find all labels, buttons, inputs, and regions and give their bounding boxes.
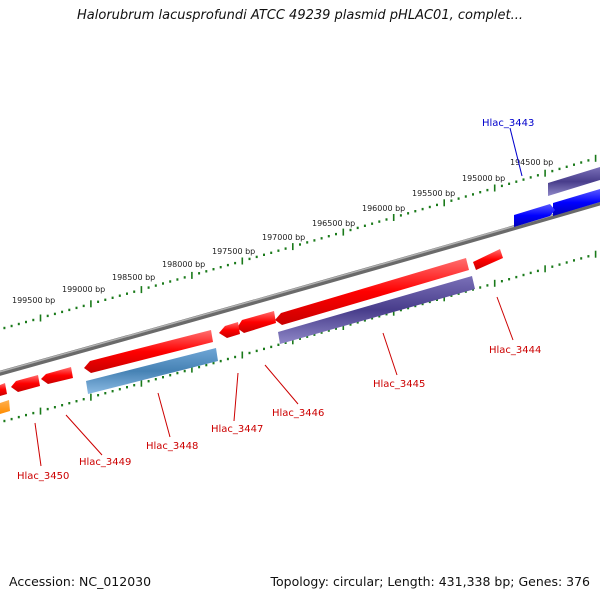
- gene-orange-edge[interactable]: [0, 400, 10, 414]
- leader-line: [34, 422, 42, 467]
- gene-hlac-3443[interactable]: [553, 189, 600, 216]
- gene-label-hlac-3443[interactable]: Hlac_3443: [482, 118, 534, 129]
- leader-line: [264, 364, 299, 405]
- label-leader-lines: [34, 127, 523, 467]
- gene-label-hlac-3447[interactable]: Hlac_3447: [211, 424, 263, 435]
- ruler-label: 198500 bp: [112, 273, 155, 282]
- gene-label-hlac-3449[interactable]: Hlac_3449: [79, 457, 131, 468]
- ruler-label: 194500 bp: [510, 158, 553, 167]
- reverse-strand-genes: [0, 249, 503, 414]
- gene-label-hlac-3450[interactable]: Hlac_3450: [17, 471, 69, 482]
- gene-red-edge[interactable]: [0, 383, 7, 396]
- ruler-label: 196500 bp: [312, 219, 355, 228]
- leader-line: [382, 332, 398, 376]
- gene-hlac-3446[interactable]: [275, 258, 469, 325]
- gene-hlac-3444[interactable]: [473, 249, 503, 270]
- gene-hlac-3447[interactable]: [237, 311, 276, 333]
- topology-text: Topology: circular; Length: 431,338 bp; …: [270, 574, 591, 589]
- gene-hlac-3450[interactable]: [11, 375, 40, 392]
- gene-hlac-3447b[interactable]: [219, 322, 240, 338]
- forward-strand-genes: [514, 167, 600, 227]
- ruler-label: 196000 bp: [362, 204, 405, 213]
- gene-hlac-3449[interactable]: [41, 367, 73, 384]
- gene-hlac-3448[interactable]: [84, 330, 213, 373]
- ruler-label: 195000 bp: [462, 174, 505, 183]
- gene-label-hlac-3448[interactable]: Hlac_3448: [146, 441, 198, 452]
- leader-line: [233, 372, 239, 422]
- gene-hlac-3448-steel[interactable]: [86, 348, 218, 394]
- gene-navy-forward[interactable]: [548, 167, 600, 196]
- ruler-label: 199000 bp: [62, 285, 105, 294]
- gene-label-hlac-3446[interactable]: Hlac_3446: [272, 408, 324, 419]
- gene-label-hlac-3445[interactable]: Hlac_3445: [373, 379, 425, 390]
- ruler-labels: 194500 bp 195000 bp 195500 bp 196000 bp …: [12, 158, 553, 305]
- inner-ruler-ticks: [3, 250, 597, 423]
- outer-ruler-ticks: [3, 154, 597, 330]
- accession-text: Accession: NC_012030: [9, 574, 152, 589]
- gene-labels: Hlac_3443 Hlac_3444 Hlac_3445 Hlac_3446 …: [17, 118, 541, 482]
- ruler-label: 197500 bp: [212, 247, 255, 256]
- ruler-label: 197000 bp: [262, 233, 305, 242]
- ruler-label: 198000 bp: [162, 260, 205, 269]
- ruler-label: 195500 bp: [412, 189, 455, 198]
- leader-line: [157, 392, 171, 438]
- leader-line: [509, 127, 523, 177]
- gene-label-hlac-3444[interactable]: Hlac_3444: [489, 345, 541, 356]
- gene-blue-small[interactable]: [514, 204, 555, 227]
- ruler-label: 199500 bp: [12, 296, 55, 305]
- map-title: Halorubrum lacusprofundi ATCC 49239 plas…: [77, 8, 523, 23]
- leader-line: [496, 296, 514, 341]
- leader-line: [65, 414, 103, 456]
- gene-hlac-3445[interactable]: [278, 276, 475, 344]
- plasmid-backbone: [0, 200, 600, 376]
